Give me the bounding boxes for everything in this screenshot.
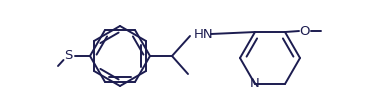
Text: N: N <box>250 77 260 90</box>
Text: HN: HN <box>194 28 214 41</box>
Text: S: S <box>64 50 72 62</box>
Text: O: O <box>300 25 310 38</box>
